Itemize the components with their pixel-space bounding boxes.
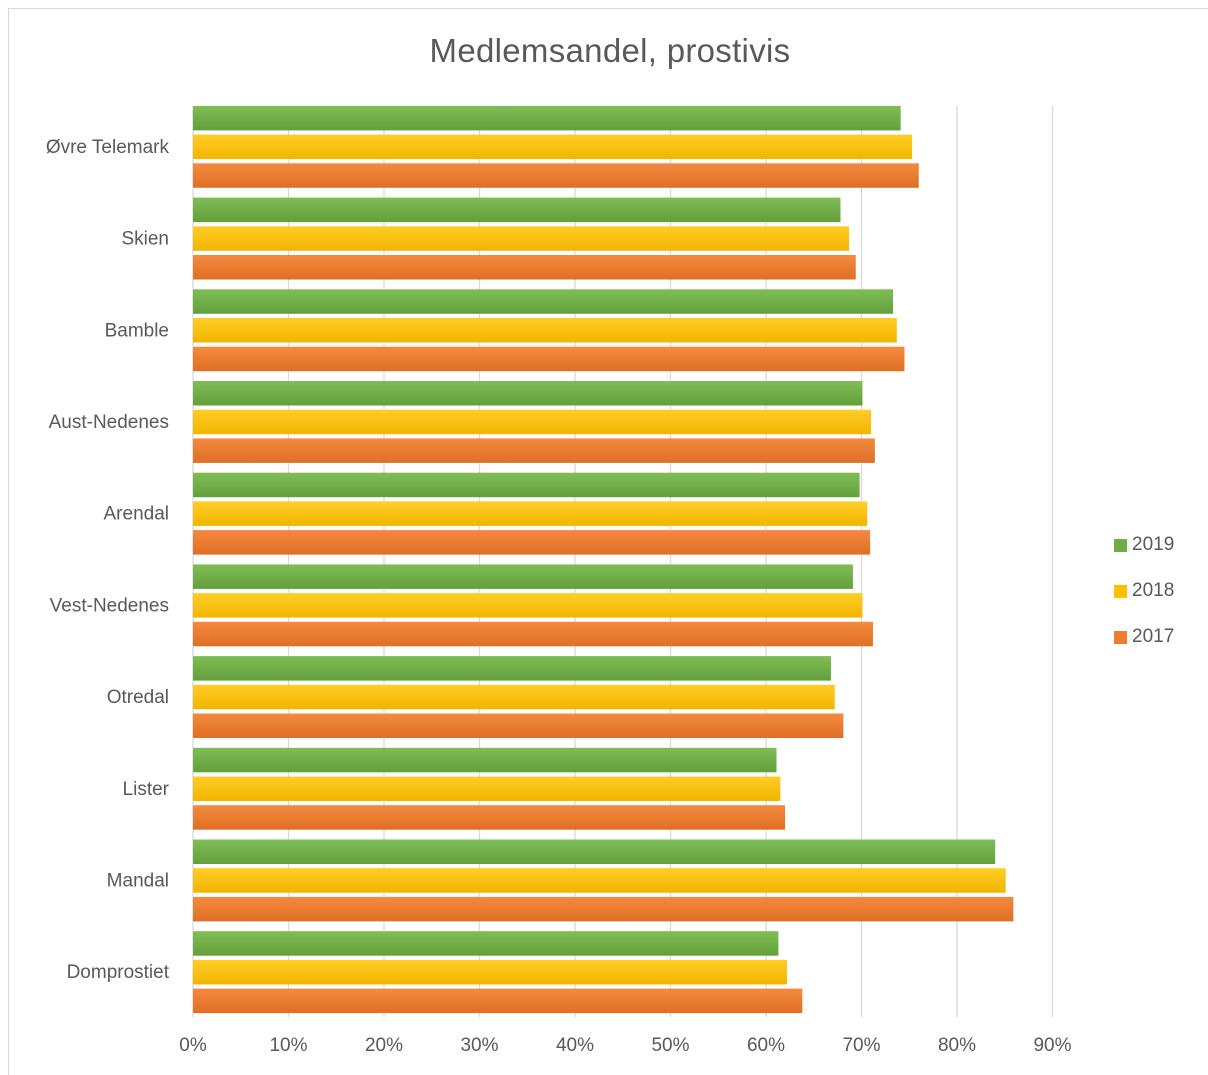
bar-2017 (193, 988, 803, 1014)
bar-2017 (193, 163, 919, 188)
chart-legend: 2019 2018 2017 (1114, 522, 1174, 660)
bar-2017 (193, 346, 905, 372)
bar-2017 (193, 713, 844, 738)
bar-2018 (193, 409, 872, 435)
legend-swatch (1114, 538, 1127, 552)
category-label: Otredal (107, 687, 169, 708)
bar-2019 (193, 931, 779, 956)
legend-label: 2017 (1132, 626, 1175, 647)
bar-2017 (193, 621, 873, 647)
legend-label: 2018 (1132, 580, 1175, 601)
x-tick-label: 30% (460, 1035, 498, 1056)
bar-2018 (193, 226, 850, 251)
chart-title: Medlemsandel, prostivis (429, 32, 791, 69)
bar-2017 (193, 255, 856, 280)
bar-2017 (193, 438, 875, 463)
bar-2017 (193, 805, 786, 830)
bar-2018 (193, 501, 868, 526)
x-tick-label: 90% (1033, 1035, 1071, 1056)
category-label: Bamble (105, 320, 169, 341)
bar-2018 (193, 593, 863, 618)
x-tick-label: 40% (556, 1035, 594, 1056)
bar-2019 (193, 381, 863, 406)
category-label: Mandal (107, 870, 169, 891)
category-label: Vest-Nedenes (50, 595, 169, 616)
legend-label: 2019 (1132, 534, 1175, 555)
x-tick-label: 50% (651, 1035, 689, 1056)
bar-2018 (193, 318, 897, 343)
x-tick-label: 60% (747, 1035, 785, 1056)
category-label: Øvre Telemark (46, 137, 170, 158)
bar-2019 (193, 289, 894, 314)
legend-item: 2019 (1114, 522, 1174, 568)
category-label: Domprostiet (67, 962, 170, 983)
bar-2018 (193, 134, 913, 160)
legend-item: 2017 (1114, 614, 1174, 660)
bar-2018 (193, 776, 781, 801)
bar-2017 (193, 530, 871, 555)
x-tick-label: 10% (269, 1035, 307, 1056)
bar-2019 (193, 656, 831, 681)
bar-2019 (193, 472, 860, 498)
x-tick-label: 80% (938, 1035, 976, 1056)
category-label: Skien (121, 229, 169, 250)
bar-2018 (193, 684, 835, 710)
x-tick-label: 20% (365, 1035, 403, 1056)
legend-swatch (1114, 630, 1127, 644)
bar-2018 (193, 959, 788, 985)
bar-2019 (193, 105, 901, 131)
bar-2019 (193, 747, 777, 773)
category-label: Lister (123, 779, 170, 800)
bar-2017 (193, 896, 1014, 922)
legend-item: 2018 (1114, 568, 1174, 614)
category-label: Aust-Nedenes (49, 412, 169, 433)
x-tick-label: 70% (842, 1035, 880, 1056)
bar-2019 (193, 839, 996, 864)
category-label: Arendal (104, 504, 170, 525)
x-tick-label: 0% (179, 1035, 207, 1056)
legend-swatch (1114, 584, 1127, 598)
bar-2019 (193, 564, 853, 589)
chart-frame (8, 8, 1208, 1075)
bar-2018 (193, 868, 1006, 893)
bar-2019 (193, 197, 841, 223)
